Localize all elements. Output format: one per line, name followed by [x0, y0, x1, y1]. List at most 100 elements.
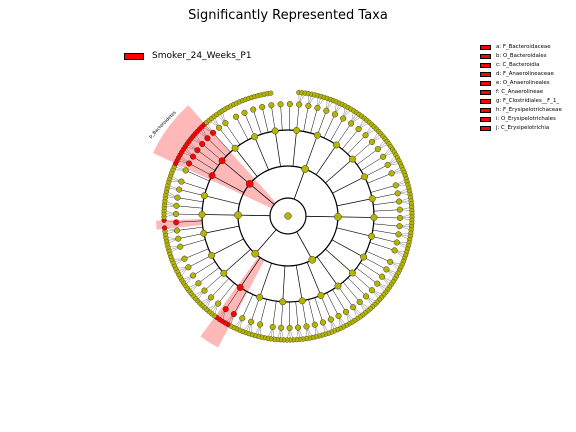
order-node — [204, 135, 211, 142]
taxa-legend-label: e: O_Anaerolineales — [496, 80, 550, 86]
root-node — [284, 212, 292, 220]
order-node — [215, 124, 223, 131]
order-node — [277, 101, 284, 108]
tree-edge — [210, 278, 230, 298]
tree-edge — [364, 164, 388, 177]
tree-edge — [176, 220, 203, 223]
tree-edge — [271, 105, 276, 131]
order-node — [342, 308, 350, 315]
order-node — [239, 315, 246, 322]
group-legend-swatch — [124, 52, 144, 60]
order-node — [286, 324, 293, 332]
order-node — [189, 153, 197, 160]
class-node — [236, 284, 244, 291]
tree-edge — [372, 229, 399, 235]
order-node — [362, 132, 369, 139]
tree-edge — [252, 109, 262, 135]
taxa-legend-swatch — [480, 108, 491, 113]
tree-edge — [325, 158, 353, 184]
order-node — [396, 198, 403, 205]
order-node — [314, 104, 321, 111]
tree-edge — [180, 239, 206, 247]
tree-edge — [347, 135, 366, 155]
class-node — [370, 214, 378, 221]
tree-edge — [202, 214, 239, 216]
class-node — [256, 293, 264, 301]
order-node — [177, 243, 184, 250]
order-node — [182, 167, 189, 174]
tree-edge — [207, 138, 227, 157]
tree-edge — [188, 255, 212, 268]
tree-edge — [363, 256, 387, 270]
order-node — [349, 304, 357, 311]
tree-edge — [211, 238, 244, 256]
taxa-legend-swatch — [480, 45, 491, 50]
class-node — [349, 155, 356, 163]
order-node — [175, 235, 182, 242]
tree-edge — [341, 128, 359, 150]
order-node — [356, 298, 363, 306]
tree-edge — [317, 110, 327, 136]
taxa-legend: a: F_Bacteroidaceae b: O_Bacteroidales c: … — [480, 43, 576, 133]
order-node — [348, 120, 355, 127]
tree-edge — [218, 127, 236, 149]
taxa-legend-item: i: O_Erysipelotrichales — [480, 115, 576, 124]
order-node — [194, 147, 201, 154]
order-node — [396, 223, 403, 230]
order-node — [222, 120, 229, 127]
tree-edge — [198, 267, 220, 284]
order-node — [259, 103, 266, 111]
order-node — [248, 318, 255, 325]
order-node — [185, 264, 192, 271]
order-node — [305, 102, 312, 109]
order-node — [233, 113, 240, 120]
tree-edge — [310, 107, 318, 134]
tree-edge — [367, 173, 392, 184]
tree-edge — [360, 262, 383, 277]
tree-edge — [179, 189, 205, 196]
taxa-legend-item: g: F_Clostridiales__F_1_ — [480, 97, 576, 106]
phylum-node — [308, 255, 317, 264]
tree-edge — [352, 141, 373, 160]
order-node — [286, 100, 293, 108]
order-node — [303, 323, 310, 330]
class-node — [220, 269, 228, 277]
taxa-legend-item: a: F_Bacteroidaceae — [480, 43, 576, 52]
tree-edge — [330, 118, 344, 142]
tree-edge — [296, 231, 313, 260]
tree-edge — [221, 160, 250, 185]
order-node — [268, 102, 275, 109]
tree-edge — [356, 267, 378, 284]
tree-edge — [249, 183, 275, 205]
highlight-sectors — [152, 105, 276, 348]
taxa-legend-label: f: C_Anaerolineae — [496, 89, 544, 95]
tree-edge — [272, 301, 277, 327]
highlight-sector — [152, 105, 276, 209]
taxa-legend-label: d: F_Anaerolineaceae — [496, 71, 554, 77]
tree-edge — [204, 273, 225, 291]
order-node — [388, 170, 395, 177]
order-node — [396, 214, 404, 222]
tree-edge — [296, 104, 300, 131]
class-node — [334, 282, 342, 290]
order-node — [323, 107, 330, 114]
tree-edge — [259, 263, 272, 298]
tree-edge — [261, 106, 269, 133]
taxa-legend-swatch — [480, 72, 491, 77]
tree-edge — [176, 205, 203, 209]
order-node — [199, 140, 206, 148]
taxa-legend-swatch — [480, 54, 491, 59]
tree-edge — [212, 132, 231, 153]
order-node — [210, 129, 217, 136]
tree-edge — [202, 143, 223, 161]
order-node — [173, 202, 180, 209]
group-legend-label: Smoker_24_Weeks_P1 — [152, 51, 252, 61]
order-node — [368, 138, 376, 145]
order-node — [201, 287, 208, 294]
class-node — [200, 192, 208, 200]
tree-edge — [332, 176, 365, 194]
tree-edge — [323, 114, 336, 139]
taxa-legend-item: f: C_Anaerolineae — [480, 88, 576, 97]
order-node — [181, 255, 188, 262]
